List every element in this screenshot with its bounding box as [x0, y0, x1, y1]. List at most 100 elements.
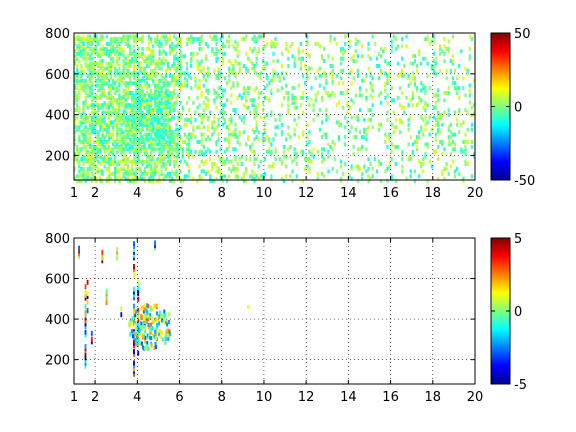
heatmap-cell: [131, 166, 134, 171]
heatmap-cell: [118, 73, 121, 78]
heatmap-cell: [84, 132, 87, 137]
heatmap-cell: [122, 174, 125, 179]
heatmap-cell: [88, 78, 91, 83]
heatmap-cell: [228, 34, 231, 39]
heatmap-cell: [156, 78, 159, 83]
heatmap-cell: [120, 113, 123, 117]
heatmap-cell: [114, 46, 117, 51]
heatmap-cell: [145, 149, 148, 154]
heatmap-cell: [236, 83, 239, 88]
heatmap-cell: [135, 147, 138, 152]
heatmap-cell: [171, 152, 174, 157]
heatmap-cell: [124, 42, 127, 46]
heatmap-cell: [291, 54, 294, 59]
heatmap-cell: [259, 174, 262, 179]
heatmap-cell: [194, 117, 197, 122]
heatmap-cell: [107, 137, 110, 142]
heatmap-cell: [154, 329, 157, 334]
heatmap-cell: [143, 169, 146, 174]
heatmap-cell: [221, 115, 224, 120]
heatmap-cell: [257, 46, 260, 51]
heatmap-cell: [333, 37, 336, 42]
heatmap-cell: [190, 37, 193, 42]
heatmap-cell: [413, 140, 416, 144]
heatmap-cell: [200, 169, 203, 174]
heatmap-cell: [105, 125, 108, 130]
heatmap-cell: [160, 330, 163, 335]
heatmap-cell: [339, 164, 343, 169]
heatmap-cell: [460, 122, 463, 127]
heatmap-cell: [162, 91, 165, 95]
heatmap-cell: [236, 42, 239, 46]
heatmap-cell: [162, 81, 165, 86]
heatmap-cell: [318, 127, 321, 132]
heatmap-cell: [143, 68, 146, 73]
heatmap-cell: [194, 37, 197, 42]
heatmap-cell: [126, 81, 129, 86]
heatmap-cell: [401, 105, 404, 110]
heatmap-cell: [86, 105, 89, 110]
heatmap-cell: [107, 54, 110, 59]
heatmap-cell: [173, 164, 176, 169]
heatmap-cell: [84, 125, 87, 130]
heatmap-cell: [132, 334, 134, 339]
heatmap-cell: [432, 39, 435, 44]
heatmap-cell: [116, 56, 119, 61]
heatmap-cell: [120, 37, 123, 42]
heatmap-cell: [147, 108, 151, 113]
heatmap-cell: [139, 61, 142, 66]
heatmap-cell: [107, 157, 110, 162]
heatmap-cell: [453, 110, 457, 115]
heatmap-cell: [422, 86, 425, 91]
heatmap-cell: [230, 61, 233, 66]
heatmap-cell: [185, 66, 189, 71]
heatmap-cell: [329, 39, 332, 44]
heatmap-cell: [107, 100, 110, 105]
heatmap-cell: [114, 159, 117, 164]
heatmap-cell: [342, 46, 345, 51]
heatmap-cell: [304, 64, 307, 68]
heatmap-cell: [358, 108, 362, 113]
heatmap-cell: [143, 147, 146, 152]
heatmap-cell: [447, 171, 450, 176]
heatmap-cell: [154, 142, 157, 147]
heatmap-cell: [101, 258, 104, 264]
heatmap-cell: [415, 140, 419, 144]
heatmap-cell: [251, 37, 254, 42]
heatmap-cell: [138, 329, 141, 333]
heatmap-cell: [272, 59, 275, 64]
heatmap-cell: [156, 147, 159, 152]
heatmap-cell: [183, 117, 186, 122]
heatmap-cell: [126, 54, 129, 59]
heatmap-cell: [122, 59, 125, 64]
x-tick-label: 18: [425, 186, 442, 201]
heatmap-cell: [200, 34, 203, 39]
heatmap-cell: [82, 171, 85, 176]
heatmap-cell: [344, 142, 347, 147]
heatmap-cell: [285, 137, 288, 142]
heatmap-cell: [137, 83, 140, 88]
heatmap-cell: [80, 37, 83, 42]
heatmap-cell: [464, 144, 467, 149]
heatmap-cell: [185, 100, 189, 105]
heatmap-cell: [147, 93, 151, 98]
heatmap-cell: [181, 179, 184, 184]
heatmap-cell: [295, 122, 298, 127]
heatmap-cell: [109, 76, 113, 81]
heatmap-cell: [183, 174, 186, 179]
heatmap-cell: [120, 312, 123, 318]
heatmap-cell: [101, 132, 104, 137]
heatmap-cell: [135, 335, 138, 340]
heatmap-cell: [131, 140, 134, 144]
heatmap-cell: [135, 37, 138, 42]
heatmap-cell: [221, 42, 224, 46]
heatmap-cell: [280, 51, 283, 56]
heatmap-cell: [342, 171, 345, 176]
heatmap-cell: [375, 64, 378, 68]
heatmap-cell: [207, 103, 210, 108]
heatmap-cell: [95, 115, 98, 120]
heatmap-cell: [74, 54, 77, 59]
heatmap-cell: [215, 73, 218, 78]
heatmap-cell: [84, 324, 87, 329]
heatmap-cell: [169, 125, 172, 130]
